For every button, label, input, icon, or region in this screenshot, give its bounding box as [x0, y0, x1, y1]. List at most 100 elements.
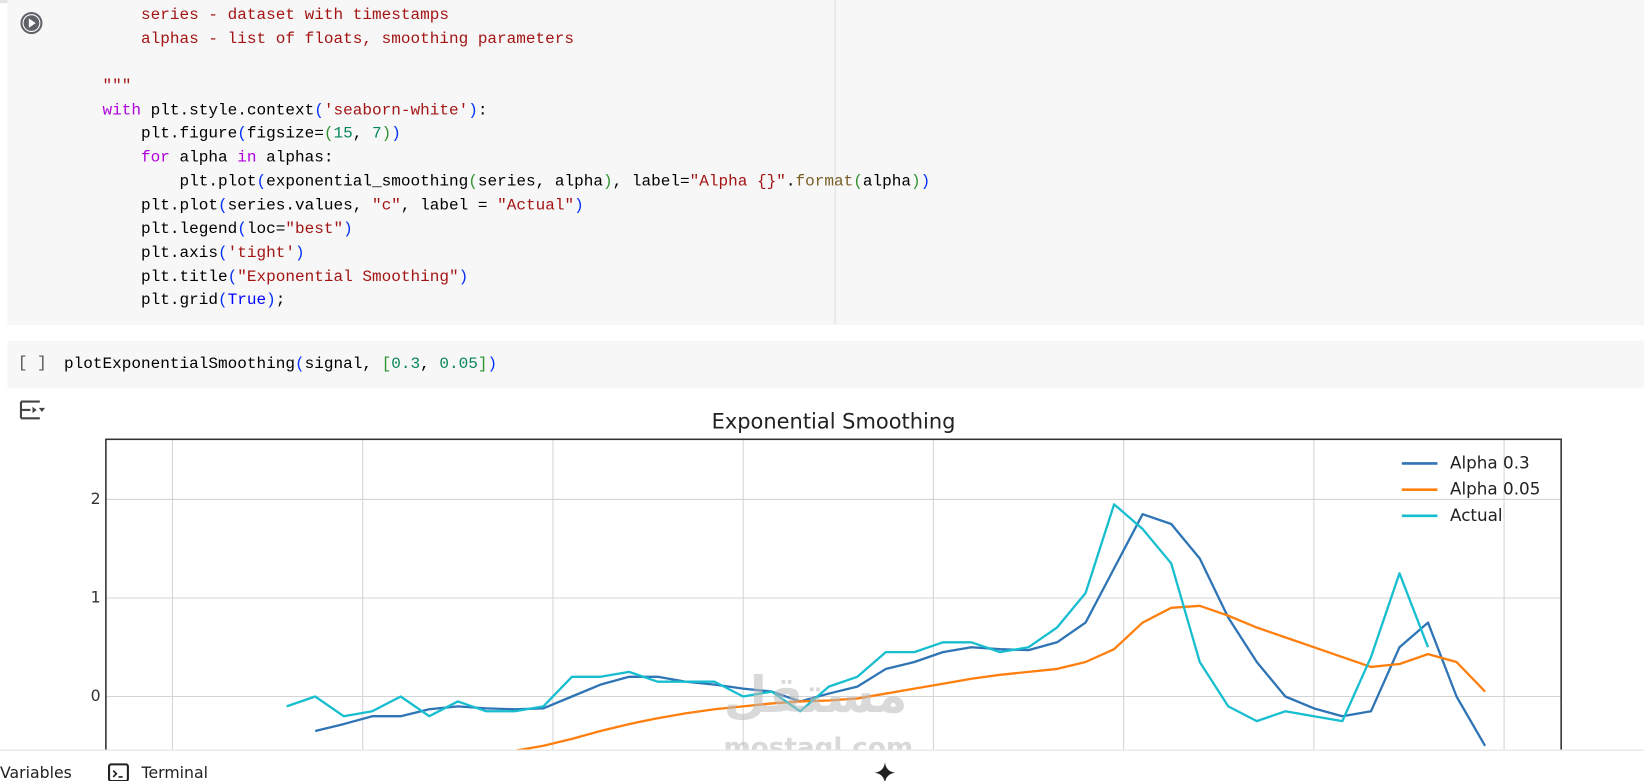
code-line: for alpha in alphas: — [64, 146, 930, 170]
code-token: ( — [468, 171, 478, 191]
code-token: plotExponentialSmoothing — [63, 354, 295, 374]
code-token: with — [63, 100, 141, 120]
code-editor[interactable]: plotExponentialSmoothing(signal, [0.3, 0… — [64, 352, 497, 376]
code-token: plt.title — [63, 266, 228, 286]
code-cell: series - dataset with timestamps alphas … — [7, 0, 1644, 326]
y-tick-label: 1 — [91, 587, 101, 606]
code-token: """ — [63, 76, 132, 96]
code-token: ) — [294, 243, 305, 262]
code-token: , — [420, 354, 440, 374]
code-line: series - dataset with timestamps — [64, 3, 930, 27]
code-token: 0.3 — [391, 354, 421, 374]
code-line: alphas - list of floats, smoothing param… — [64, 27, 930, 51]
code-token: ) — [602, 171, 613, 191]
code-token: ( — [217, 290, 228, 310]
code-token: ( — [256, 171, 267, 191]
code-token: ( — [237, 124, 247, 144]
chart-title: Exponential Smoothing — [712, 410, 956, 434]
code-token: plt.legend — [63, 219, 238, 239]
code-token: alphas - list of floats, smoothing param… — [63, 29, 575, 48]
code-token: ) — [266, 290, 276, 310]
code-token: plt.figure — [63, 124, 238, 144]
code-line: plt.plot(exponential_smoothing(series, a… — [64, 170, 930, 194]
code-token: ] — [477, 354, 488, 374]
y-tick-label: 2 — [91, 489, 101, 508]
tab[interactable]: Terminal — [141, 763, 209, 781]
code-token: 'tight' — [227, 243, 295, 262]
code-token: "c" — [371, 195, 401, 215]
code-line: with plt.style.context('seaborn-white'): — [64, 98, 930, 122]
bottom-bar: Variables Terminal — [0, 749, 1644, 781]
code-token: 0.05 — [439, 354, 478, 374]
code-token: loc= — [246, 219, 286, 239]
code-token: for — [63, 147, 170, 167]
code-editor[interactable]: series - dataset with timestamps alphas … — [64, 3, 930, 312]
chart: Exponential Smoothing 0 1 2 Alpha 0.3 Alpha… — [91, 410, 1562, 750]
code-token: series.values, — [227, 195, 372, 215]
code-token: , label = — [400, 195, 498, 215]
code-token: figsize= — [246, 124, 324, 144]
code-token: ) — [391, 124, 401, 144]
output-toggle[interactable] — [19, 398, 46, 423]
y-tick-label: 0 — [91, 686, 101, 705]
code-token: signal, — [304, 354, 382, 374]
code-token: plt.style.context — [140, 100, 315, 120]
code-token: 15 — [333, 124, 353, 144]
code-token: ) — [468, 100, 478, 120]
code-token: ( — [227, 266, 238, 286]
plot-frame — [105, 438, 1562, 750]
code-token: , label= — [612, 171, 690, 191]
series-line — [514, 604, 1486, 750]
run-button[interactable] — [19, 12, 44, 37]
legend-label: Alpha 0.3 — [1450, 452, 1530, 472]
code-token: series, alpha — [477, 171, 603, 191]
code-token: "best" — [285, 219, 344, 239]
code-token: alpha — [862, 171, 911, 191]
code-token: series - dataset with timestamps — [63, 5, 449, 25]
code-token: ( — [314, 100, 324, 120]
code-token: . — [785, 171, 796, 191]
legend-label: Actual — [1450, 505, 1503, 525]
code-token: "Actual" — [497, 195, 575, 215]
code-token: "Exponential Smoothing" — [237, 266, 459, 286]
code-token: ( — [294, 354, 305, 374]
cell-prompt[interactable]: [ ] — [17, 353, 47, 373]
watermark: مستقل — [723, 665, 908, 725]
code-token: "Alpha {}" — [689, 171, 786, 191]
legend-label: Alpha 0.05 — [1450, 479, 1540, 499]
code-token: , — [352, 124, 372, 144]
code-token: ) — [458, 266, 469, 286]
gemini-icon[interactable] — [874, 762, 896, 781]
code-token: exponential_smoothing — [266, 171, 469, 191]
code-token: ) — [920, 171, 931, 191]
code-token: True — [227, 290, 267, 310]
code-token: ) — [381, 124, 392, 144]
code-line: plt.plot(series.values, "c", label = "Ac… — [64, 193, 930, 217]
code-token: plt.plot — [63, 195, 218, 215]
code-token: plt.axis — [63, 243, 218, 262]
terminal-icon — [107, 763, 129, 781]
code-line — [64, 51, 930, 75]
code-line: plotExponentialSmoothing(signal, [0.3, 0… — [64, 352, 497, 376]
code-line: plt.grid(True); — [64, 289, 930, 313]
code-token: ) — [343, 219, 353, 239]
code-token: plt.plot — [63, 171, 257, 191]
series-line — [314, 513, 1487, 747]
ruler — [834, 0, 836, 326]
code-token: alphas: — [256, 147, 334, 167]
code-token: [ — [381, 354, 392, 374]
code-token: : — [477, 100, 488, 120]
code-token: ( — [217, 243, 228, 262]
code-token: in — [237, 147, 257, 167]
series-line — [286, 503, 1430, 723]
tab[interactable]: Variables — [0, 763, 72, 781]
code-line: plt.figure(figsize=(15, 7)) — [64, 122, 930, 146]
code-token: ; — [275, 290, 286, 310]
code-token: ) — [574, 195, 584, 215]
code-token: ( — [217, 195, 228, 215]
code-token: 7 — [371, 124, 382, 144]
code-line: """ — [64, 75, 930, 99]
code-token: ( — [323, 124, 334, 144]
code-token: 'seaborn-white' — [323, 100, 469, 120]
